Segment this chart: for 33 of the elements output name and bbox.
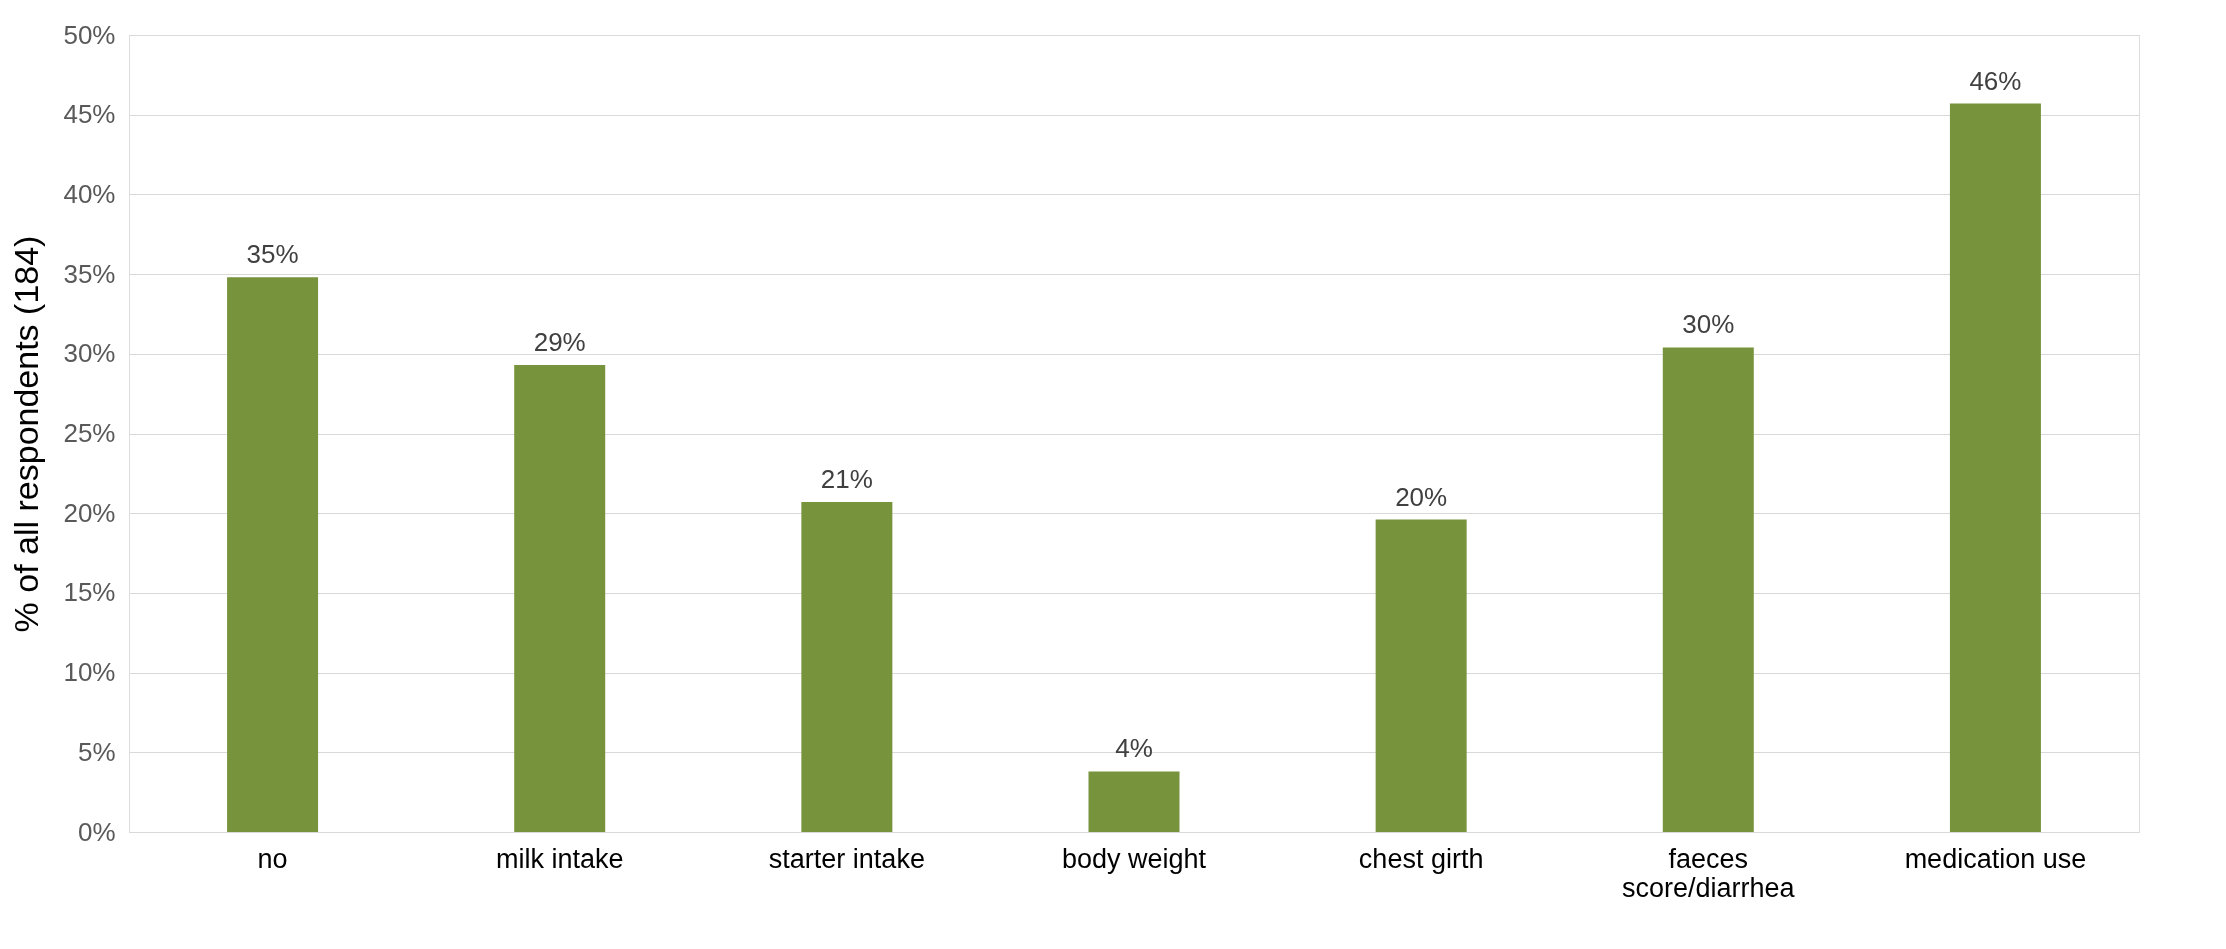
y-tick-label: 10% <box>63 657 116 688</box>
bar <box>1662 347 1754 832</box>
x-tick-label: medication use <box>1904 843 2087 874</box>
y-axis-title: % of all respondents (184) <box>7 235 46 633</box>
x-tick-label: starter intake <box>768 843 925 874</box>
y-tick-label: 35% <box>63 258 116 289</box>
y-tick-label: 30% <box>63 338 116 369</box>
bar <box>1088 771 1180 832</box>
y-tick-label: 45% <box>63 99 116 130</box>
x-tick-label: chest girth <box>1358 843 1484 874</box>
y-tick-label: 0% <box>77 816 116 847</box>
y-tick-label: 25% <box>63 418 116 448</box>
data-label: 21% <box>820 464 873 495</box>
bar <box>1949 103 2041 832</box>
x-tick-label: milk intake <box>495 843 624 874</box>
y-tick-label: 40% <box>63 178 116 209</box>
y-tick-label: 50% <box>63 19 116 50</box>
bar <box>801 502 893 832</box>
y-tick-label: 5% <box>77 736 116 767</box>
x-tick-label: no <box>257 843 288 874</box>
bar <box>514 364 606 832</box>
x-tick-label: faeces score/diarrhea <box>1621 843 1796 903</box>
y-tick-label: 20% <box>63 497 116 528</box>
data-label: 20% <box>1395 481 1448 512</box>
data-label: 46% <box>1969 65 2022 96</box>
bar <box>1375 519 1467 832</box>
x-tick-label: body weight <box>1061 843 1207 874</box>
bar <box>227 277 319 832</box>
data-label: 4% <box>1115 733 1153 764</box>
y-tick-label: 15% <box>63 577 116 608</box>
data-label: 30% <box>1682 309 1735 340</box>
data-label: 35% <box>246 239 299 270</box>
data-label: 29% <box>533 326 586 357</box>
